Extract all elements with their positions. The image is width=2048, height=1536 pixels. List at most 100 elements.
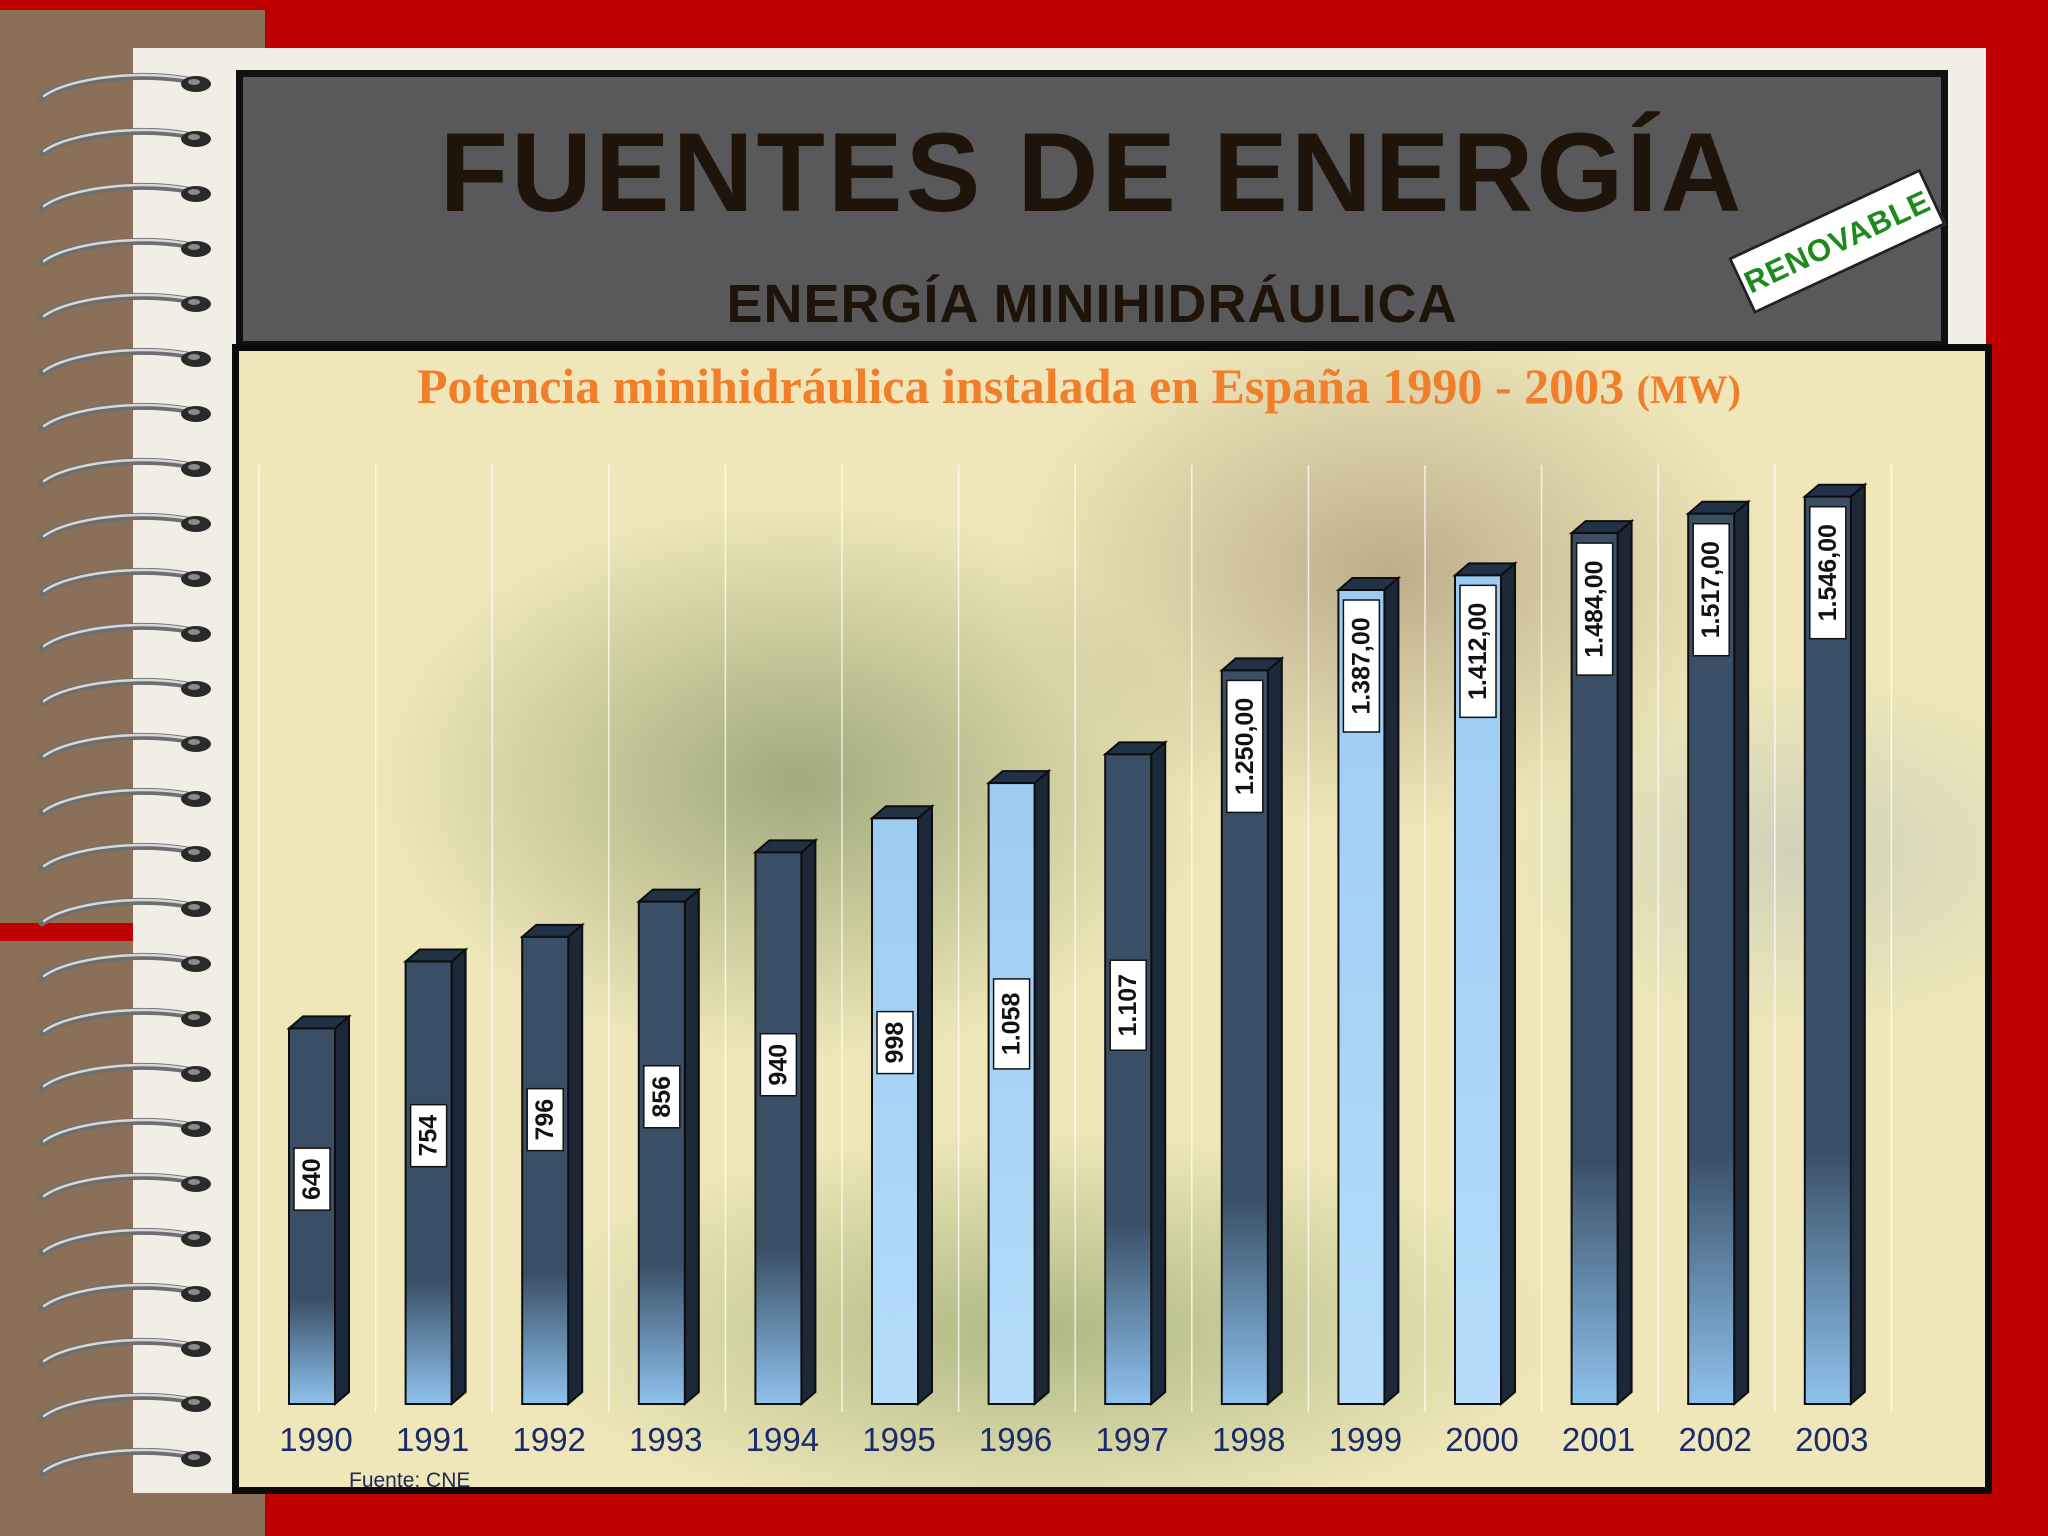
spiral-ring: [38, 182, 211, 212]
bar-front: [637, 900, 686, 1405]
spiral-ring: [38, 457, 211, 487]
bar-front: [521, 935, 570, 1405]
bar-side: [800, 838, 817, 1407]
value-label: 856: [648, 1076, 676, 1118]
spiral-ring: [38, 1337, 211, 1367]
value-label: 1.387,00: [1347, 617, 1375, 714]
x-tick-label: 1994: [746, 1421, 819, 1458]
chart-title-text: Potencia minihidráulica instalada en Esp…: [417, 358, 1625, 414]
x-tick-label: 1997: [1095, 1421, 1168, 1458]
value-label: 640: [298, 1158, 326, 1200]
spiral-ring: [38, 1227, 211, 1257]
spiral-ring: [38, 1007, 211, 1037]
bar-2002: 1.517,00: [1685, 499, 1751, 1407]
bar-side: [1266, 656, 1283, 1407]
spiral-ring: [38, 237, 211, 267]
spiral-ring: [38, 567, 211, 597]
bar-front: [1570, 532, 1619, 1405]
value-label: 1.058: [998, 993, 1026, 1056]
chart-title-unit: (MW): [1636, 367, 1741, 412]
value-label-box: [1342, 599, 1381, 733]
bar-side: [917, 804, 933, 1407]
bar-1992: 796: [519, 922, 585, 1407]
bar-1997: 1.107: [1102, 740, 1168, 1407]
bar-2003: 1.546,00: [1802, 482, 1868, 1407]
bar-side: [1849, 482, 1866, 1407]
x-tick-label: 2002: [1678, 1421, 1751, 1458]
bar-1990: 640: [286, 1014, 352, 1407]
spiral-ring: [38, 897, 211, 927]
value-label-box: [876, 1010, 914, 1075]
value-label-box: [526, 1087, 564, 1152]
bar-front: [1104, 753, 1153, 1406]
spiral-ring: [38, 677, 211, 707]
x-tick-label: 2003: [1795, 1421, 1868, 1458]
bar-side: [1500, 561, 1516, 1407]
value-label-box: [992, 978, 1031, 1070]
slide-title: FUENTES DE ENERGÍA: [439, 110, 1745, 235]
value-label: 796: [531, 1099, 559, 1141]
bar-side: [334, 1014, 350, 1407]
spiral-binding: [38, 72, 211, 1477]
spiral-ring: [38, 72, 211, 102]
x-tick-label: 1996: [979, 1421, 1052, 1458]
bar-side: [1733, 499, 1750, 1407]
bar-side: [1616, 518, 1633, 1407]
bar-front: [754, 851, 803, 1405]
value-label-box: [293, 1147, 331, 1211]
value-label-box: [643, 1065, 681, 1129]
value-label: 998: [881, 1022, 909, 1064]
x-tick-label: 2001: [1562, 1421, 1635, 1458]
left-red-divider: [0, 923, 150, 941]
value-label-box: [759, 1032, 798, 1097]
value-label: 1.250,00: [1231, 698, 1259, 795]
x-tick-label: 2000: [1445, 1421, 1518, 1458]
bar-chart: 640 1990 754 1991 796 1992 856 1993 940 1994 998 19…: [258, 465, 1893, 1458]
bar-2000: 1.412,00: [1452, 561, 1518, 1407]
spiral-ring: [38, 1172, 211, 1202]
spiral-ring: [38, 732, 211, 762]
spiral-ring: [38, 952, 211, 982]
value-label: 1.107: [1114, 974, 1142, 1037]
x-tick-label: 1990: [279, 1421, 352, 1458]
x-tick-label: 1993: [629, 1421, 702, 1458]
x-tick-label: 1999: [1329, 1421, 1402, 1458]
bar-side: [1033, 768, 1050, 1407]
spiral-ring: [38, 787, 211, 817]
bar-side: [567, 922, 584, 1407]
x-tick-label: 1998: [1212, 1421, 1285, 1458]
bar-front: [1687, 512, 1736, 1405]
x-tick-label: 1995: [862, 1421, 935, 1458]
spiral-ring: [38, 842, 211, 872]
spiral-ring: [38, 1117, 211, 1147]
spiral-ring: [38, 292, 211, 322]
value-label: 1.484,00: [1581, 560, 1609, 657]
slide-subtitle: ENERGÍA MINIHIDRÁULICA: [726, 274, 1458, 334]
bar-1998: 1.250,00: [1219, 656, 1285, 1407]
bar-side: [683, 887, 700, 1407]
spiral-ring: [38, 1447, 211, 1477]
bar-2001: 1.484,00: [1568, 518, 1635, 1407]
value-label-box: [1109, 959, 1147, 1051]
value-label-box: [1459, 584, 1497, 719]
value-label: 1.412,00: [1464, 603, 1492, 700]
bar-front: [1803, 495, 1852, 1406]
value-label: 940: [764, 1044, 792, 1086]
bar-1994: 940: [752, 838, 819, 1407]
bar-side: [450, 947, 467, 1407]
slide-header: FUENTES DE ENERGÍA ENERGÍA MINIHIDRÁULIC…: [236, 70, 1948, 348]
value-label: 1.517,00: [1697, 541, 1725, 638]
bar-1995: 998: [869, 804, 935, 1407]
chart-title: Potencia minihidráulica instalada en Esp…: [417, 359, 1741, 414]
value-label-box: [1226, 679, 1264, 814]
value-label: 1.546,00: [1814, 524, 1842, 621]
spiral-ring: [38, 1392, 211, 1422]
spiral-ring: [38, 1062, 211, 1092]
bar-1993: 856: [636, 887, 702, 1407]
x-tick-label: 1992: [512, 1421, 585, 1458]
spiral-ring: [38, 402, 211, 432]
bar-1999: 1.387,00: [1335, 575, 1402, 1407]
spiral-ring: [38, 512, 211, 542]
value-label-box: [1809, 505, 1847, 640]
chart-source: Fuente: CNE: [349, 1469, 471, 1492]
